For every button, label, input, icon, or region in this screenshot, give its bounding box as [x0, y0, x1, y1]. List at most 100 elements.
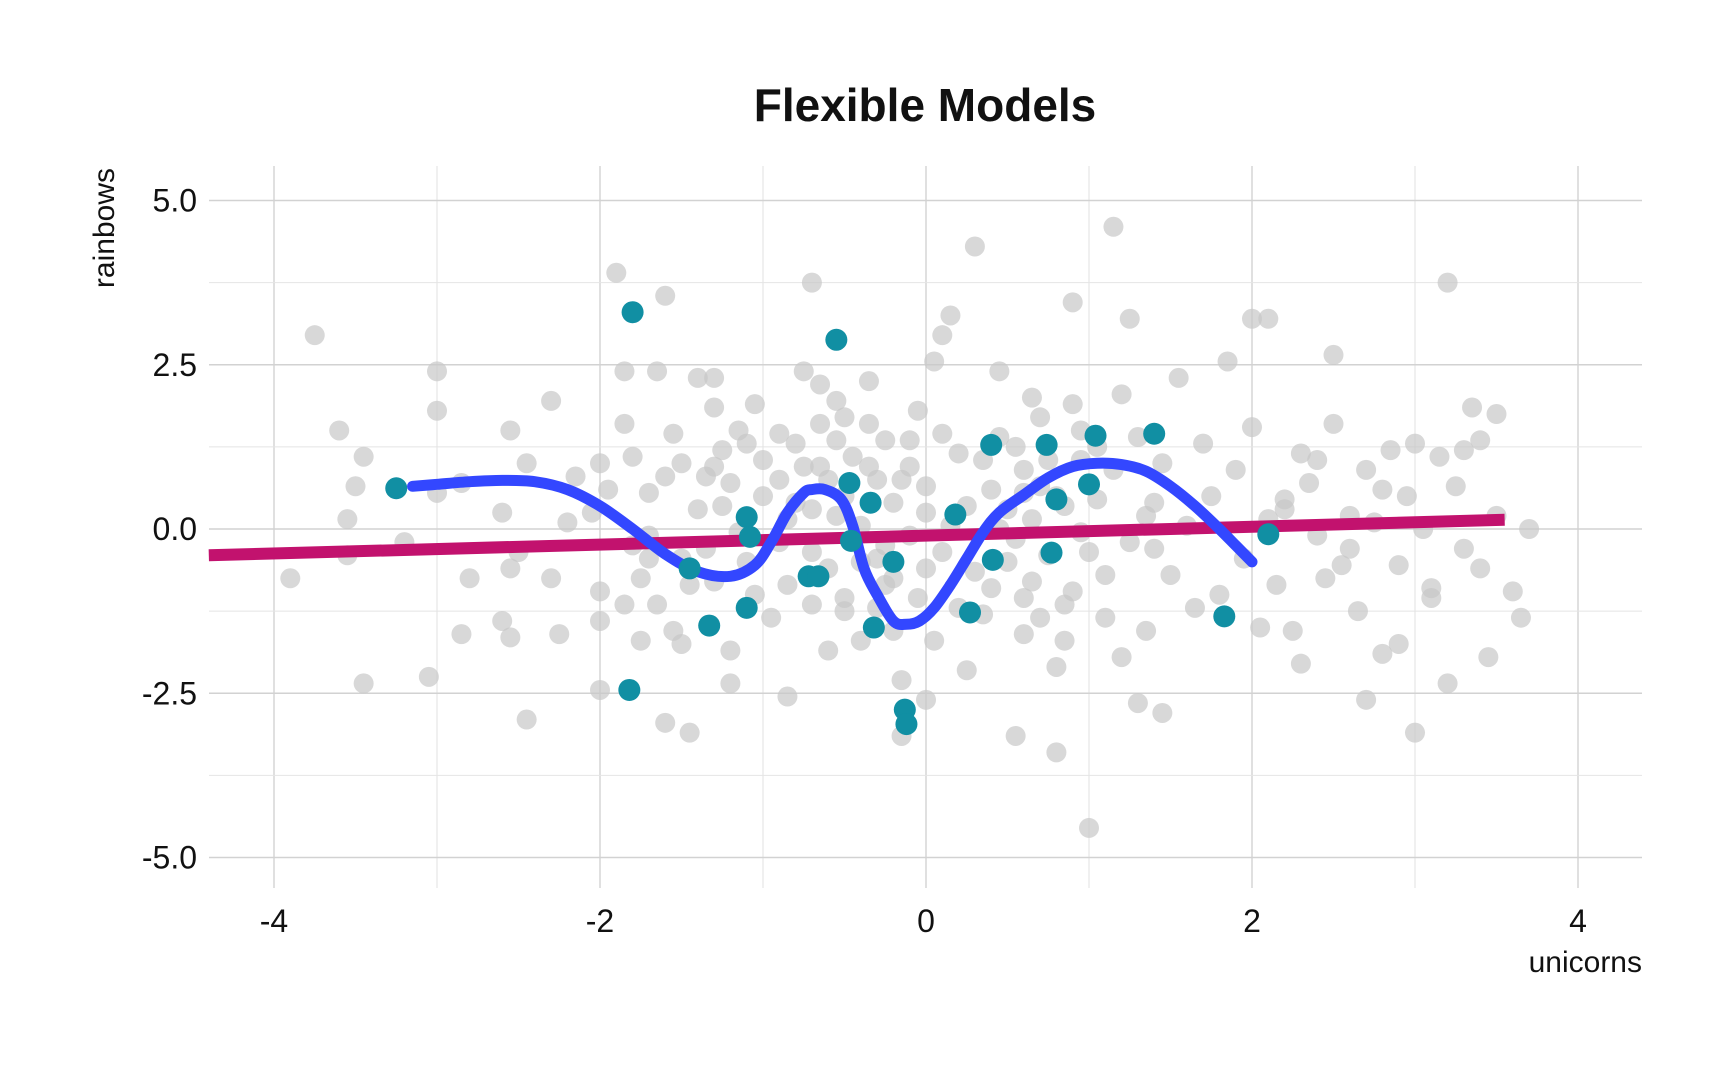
- background-point: [1331, 555, 1352, 576]
- background-point: [590, 679, 610, 700]
- background-point: [459, 568, 480, 589]
- background-point: [712, 496, 733, 517]
- background-point: [590, 581, 610, 602]
- highlight-point: [959, 601, 982, 624]
- background-point: [1388, 633, 1409, 654]
- background-point: [1005, 436, 1026, 457]
- background-point: [1405, 722, 1425, 743]
- background-point: [1095, 607, 1116, 628]
- background-point: [638, 482, 659, 503]
- background-point: [687, 499, 708, 520]
- background-point: [1290, 443, 1311, 464]
- background-point: [858, 371, 879, 392]
- background-point: [1062, 292, 1083, 313]
- background-point: [720, 673, 741, 694]
- background-point: [1396, 486, 1417, 507]
- background-point: [834, 407, 855, 428]
- background-point: [304, 325, 325, 346]
- highlight-point: [678, 557, 701, 580]
- highlight-points: [385, 301, 1280, 736]
- background-point: [353, 673, 374, 694]
- highlight-point: [1035, 433, 1058, 456]
- background-point: [1160, 564, 1181, 585]
- background-point: [1111, 647, 1132, 668]
- background-point: [671, 453, 692, 474]
- background-point: [736, 433, 757, 454]
- background-point: [679, 722, 700, 743]
- background-point: [769, 469, 790, 490]
- background-point: [858, 413, 879, 434]
- background-point: [777, 574, 798, 595]
- highlight-point: [859, 491, 882, 514]
- background-point: [981, 479, 1002, 500]
- background-point: [720, 473, 741, 494]
- background-point: [793, 456, 814, 477]
- background-point: [916, 689, 936, 710]
- highlight-point: [1257, 523, 1280, 546]
- background-point: [1290, 653, 1311, 674]
- background-point: [916, 558, 936, 579]
- background-point: [1445, 476, 1466, 497]
- background-point: [329, 420, 350, 441]
- background-point: [1266, 574, 1287, 595]
- background-point: [1184, 597, 1205, 618]
- background-point: [598, 479, 619, 500]
- background-point: [1372, 643, 1393, 664]
- background-point: [867, 548, 888, 569]
- background-point: [769, 423, 790, 444]
- background-point: [826, 390, 847, 411]
- background-point: [614, 594, 635, 615]
- background-point: [1168, 367, 1189, 388]
- highlight-point: [882, 550, 905, 573]
- background-point: [427, 361, 447, 382]
- background-point: [801, 594, 822, 615]
- background-point: [1217, 351, 1238, 372]
- background-point: [916, 476, 936, 497]
- background-point: [850, 630, 871, 651]
- background-point: [557, 512, 578, 533]
- background-point: [1021, 387, 1042, 408]
- background-point: [932, 325, 953, 346]
- y-axis-ticks: 5.0 2.5 0.0 -2.5 -5.0: [142, 183, 197, 876]
- background-point: [1356, 689, 1377, 710]
- background-point: [345, 476, 366, 497]
- background-point: [932, 541, 953, 562]
- background-point: [1274, 499, 1295, 520]
- x-tick-label: -2: [586, 903, 614, 939]
- background-point: [1136, 620, 1157, 641]
- background-point: [858, 456, 879, 477]
- background-point: [1242, 417, 1262, 438]
- background-point: [1258, 308, 1279, 329]
- background-point: [500, 558, 521, 579]
- highlight-point: [735, 506, 758, 529]
- background-point: [687, 367, 708, 388]
- highlight-point: [981, 548, 1004, 571]
- background-point: [883, 568, 904, 589]
- highlight-point: [838, 472, 861, 495]
- background-point: [1127, 427, 1148, 448]
- background-point: [655, 285, 676, 306]
- background-point: [761, 607, 782, 628]
- background-point: [1152, 453, 1173, 474]
- background-point: [948, 443, 969, 464]
- background-point: [1388, 555, 1409, 576]
- background-point: [614, 361, 635, 382]
- background-point: [1250, 617, 1271, 638]
- background-point: [899, 456, 920, 477]
- background-point: [1339, 538, 1360, 559]
- background-point: [818, 640, 839, 661]
- highlight-point: [840, 529, 863, 552]
- background-point: [964, 561, 985, 582]
- background-point: [280, 568, 301, 589]
- background-point: [801, 541, 822, 562]
- highlight-point: [1078, 473, 1100, 496]
- background-point: [516, 709, 537, 730]
- background-point: [785, 433, 806, 454]
- background-point: [875, 430, 896, 451]
- highlight-point: [1045, 488, 1068, 511]
- background-point: [1502, 581, 1523, 602]
- background-point: [720, 640, 741, 661]
- background-point: [842, 446, 863, 467]
- background-point: [614, 413, 635, 434]
